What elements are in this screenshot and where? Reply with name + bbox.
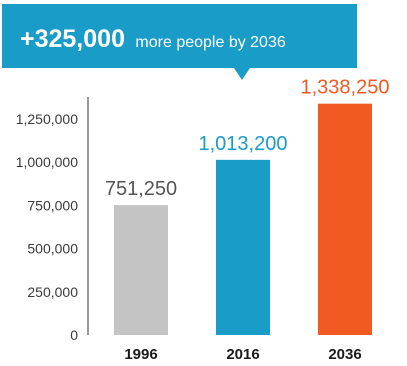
- y-tick-label: 500,000: [27, 241, 78, 257]
- y-tick-label: 1,250,000: [16, 111, 78, 127]
- bar-2036: [318, 104, 372, 335]
- value-label-2036: 1,338,250: [301, 77, 390, 99]
- bar-1996: [114, 205, 168, 335]
- category-label-2016: 2016: [226, 346, 259, 363]
- category-label-2036: 2036: [328, 346, 361, 363]
- value-label-2016: 1,013,200: [199, 133, 288, 155]
- category-labels: 1996 2016 2036: [124, 346, 361, 363]
- y-axis-ticks: 0 250,000 500,000 750,000 1,000,000 1,250,000: [16, 111, 79, 343]
- category-label-1996: 1996: [124, 346, 157, 363]
- y-tick-label: 250,000: [27, 284, 78, 300]
- value-label-1996: 751,250: [105, 178, 177, 200]
- y-tick-label: 750,000: [27, 197, 78, 213]
- y-tick-label: 0: [70, 327, 78, 343]
- y-tick-label: 1,000,000: [16, 154, 78, 170]
- bar-2016: [216, 160, 270, 335]
